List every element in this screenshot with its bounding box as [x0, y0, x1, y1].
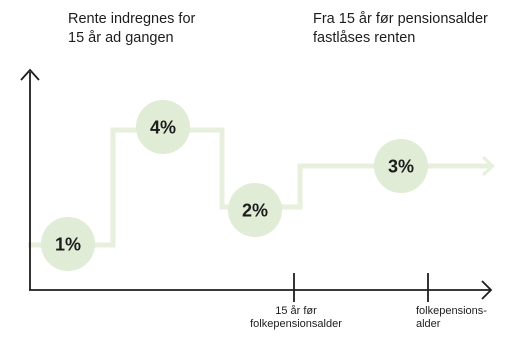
rate-bubble-4: 3% [374, 139, 428, 193]
rate-label-1: 1% [55, 235, 81, 255]
rate-bubble-1: 1% [41, 217, 95, 271]
rate-line-arrowhead [482, 156, 495, 176]
x-axis-arrowhead [481, 280, 493, 300]
rate-label-2: 4% [150, 118, 176, 138]
caption-rate-recalculated: Rente indregnes for 15 år ad gangen [68, 11, 196, 46]
rate-label-3: 2% [242, 201, 268, 221]
x-tick-label-pension-age: folkepensions- alder [416, 305, 487, 330]
y-axis-arrowhead [20, 68, 40, 81]
rate-bubble-2: 4% [136, 100, 190, 154]
rate-label-4: 3% [388, 157, 414, 177]
rate-step-line [28, 127, 492, 248]
caption-rate-locked: Fra 15 år før pensionsalder fastlåses re… [313, 11, 488, 46]
rate-bubble-3: 2% [228, 183, 282, 237]
x-tick-label-15-years-before: 15 år før folkepensionsalder [250, 305, 342, 330]
